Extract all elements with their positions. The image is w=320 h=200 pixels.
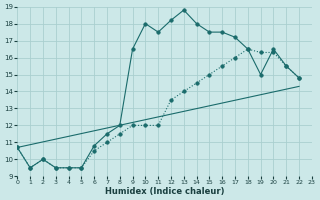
X-axis label: Humidex (Indice chaleur): Humidex (Indice chaleur) [105,187,224,196]
